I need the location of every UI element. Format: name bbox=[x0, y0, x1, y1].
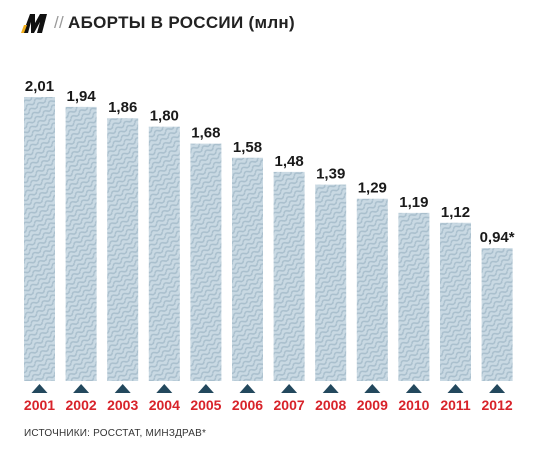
year-label-2009: 2009 bbox=[357, 397, 388, 413]
marker-triangle-2003 bbox=[114, 384, 131, 393]
marker-triangle-2007 bbox=[281, 384, 298, 393]
source-note: ИСТОЧНИКИ: РОССТАТ, МИНЗДРАВ* bbox=[24, 428, 207, 439]
bar-2010 bbox=[398, 212, 430, 381]
value-label-2010: 1,19 bbox=[399, 194, 428, 211]
bar-2009 bbox=[356, 198, 388, 381]
value-label-2003: 1,86 bbox=[108, 99, 137, 116]
year-label-2011: 2011 bbox=[440, 397, 471, 413]
bar-2004 bbox=[148, 126, 180, 382]
year-label-2001: 2001 bbox=[24, 397, 55, 413]
bar-2005 bbox=[190, 143, 222, 381]
bar-2002 bbox=[65, 106, 97, 381]
year-label-2004: 2004 bbox=[149, 397, 180, 413]
year-label-2002: 2002 bbox=[66, 397, 97, 413]
marker-triangle-2009 bbox=[364, 384, 381, 393]
value-label-2006: 1,58 bbox=[233, 139, 262, 156]
m-logo-icon bbox=[20, 8, 50, 38]
marker-triangle-2008 bbox=[322, 384, 339, 393]
year-label-2003: 2003 bbox=[107, 397, 138, 413]
bar-2008 bbox=[315, 184, 347, 381]
bar-2011 bbox=[440, 222, 471, 381]
marker-triangle-2011 bbox=[447, 384, 464, 393]
value-label-2012: 0,94* bbox=[480, 229, 515, 246]
bar-2003 bbox=[107, 118, 139, 381]
chart-header: //АБОРТЫ В РОССИИ (млн) bbox=[20, 6, 295, 40]
marker-triangle-2012 bbox=[489, 384, 506, 393]
bar-2006 bbox=[232, 157, 263, 381]
marker-triangle-2010 bbox=[405, 384, 422, 393]
year-label-2010: 2010 bbox=[398, 397, 429, 413]
marker-triangle-2004 bbox=[156, 384, 173, 393]
marker-triangle-2006 bbox=[239, 384, 256, 393]
value-label-2011: 1,12 bbox=[441, 204, 470, 221]
year-label-2012: 2012 bbox=[482, 397, 513, 413]
marker-triangle-2002 bbox=[73, 384, 90, 393]
year-label-2005: 2005 bbox=[190, 397, 221, 413]
value-label-2009: 1,29 bbox=[358, 180, 387, 197]
year-label-2007: 2007 bbox=[274, 397, 305, 413]
bar-2012 bbox=[481, 248, 513, 381]
value-label-2008: 1,39 bbox=[316, 166, 345, 183]
bar-2007 bbox=[273, 171, 305, 381]
value-label-2007: 1,48 bbox=[274, 153, 303, 170]
chart-title: //АБОРТЫ В РОССИИ (млн) bbox=[54, 13, 295, 33]
marker-triangle-2005 bbox=[197, 384, 214, 393]
year-label-2008: 2008 bbox=[315, 397, 346, 413]
bar-2001 bbox=[24, 97, 55, 381]
year-label-2006: 2006 bbox=[232, 397, 263, 413]
value-label-2004: 1,80 bbox=[150, 108, 179, 125]
chart-title-text: АБОРТЫ В РОССИИ (млн) bbox=[68, 13, 295, 32]
marker-triangle-2001 bbox=[31, 384, 48, 393]
value-label-2001: 2,01 bbox=[25, 78, 54, 95]
value-label-2002: 1,94 bbox=[66, 88, 96, 105]
value-label-2005: 1,68 bbox=[191, 125, 220, 142]
title-separator: // bbox=[54, 13, 65, 32]
